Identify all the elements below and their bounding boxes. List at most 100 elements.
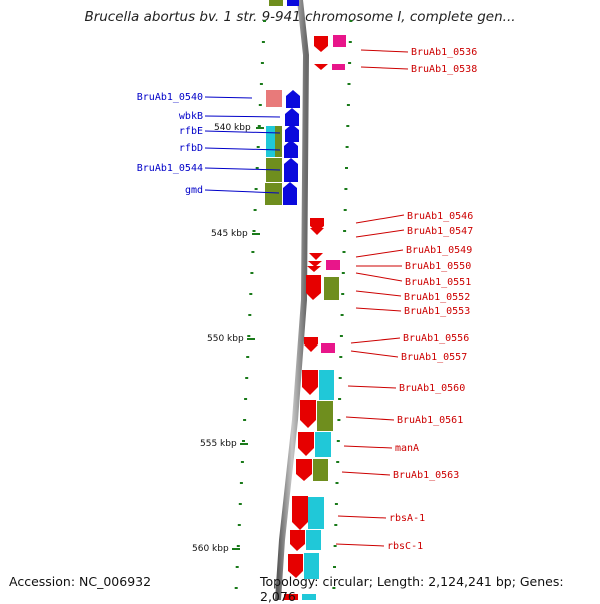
gene-gmd-arrow[interactable] bbox=[283, 182, 297, 205]
gene-BruAb1_0536-arrow[interactable] bbox=[314, 36, 328, 52]
left-track-dot bbox=[258, 104, 262, 106]
left-track-dot bbox=[250, 272, 254, 274]
left-track-dot bbox=[247, 335, 251, 337]
gene-rbsC-1-arrow[interactable] bbox=[290, 530, 305, 551]
left-track-dot bbox=[244, 398, 248, 400]
scale-label-560: 560 kbp bbox=[192, 544, 229, 554]
olive-feature-gmd[interactable] bbox=[265, 183, 282, 205]
right-track-dot bbox=[348, 62, 352, 64]
accession-text: Accession: NC_006932 bbox=[9, 574, 152, 589]
gene-BruAb1_0560-arrow[interactable] bbox=[302, 370, 318, 395]
gene-BruAb1_0547-arrow[interactable] bbox=[310, 228, 324, 235]
label-gmd[interactable]: gmd bbox=[185, 185, 203, 196]
left-track-dot bbox=[261, 41, 265, 43]
scale-tick-550: 550 kbp bbox=[207, 334, 255, 344]
right-track-dot bbox=[335, 482, 339, 484]
label-BruAb1_0557[interactable]: BruAb1_0557 bbox=[401, 352, 467, 363]
right-track-dot bbox=[348, 41, 352, 43]
gene-rbsA-1-arrow[interactable] bbox=[292, 496, 308, 530]
left-track-dot bbox=[242, 440, 245, 442]
label-rfbE[interactable]: rfbE bbox=[179, 126, 203, 137]
pink-feature-0538[interactable] bbox=[332, 64, 345, 70]
cyan-feature-rbsA-1[interactable] bbox=[308, 497, 324, 529]
olive-feature-0563[interactable] bbox=[313, 459, 328, 481]
left-track-dot bbox=[237, 524, 241, 526]
gene-BruAb1_0538-arrow[interactable] bbox=[314, 64, 328, 70]
left-track-dot bbox=[249, 293, 253, 295]
right-track-dot bbox=[345, 146, 349, 148]
left-track-dot bbox=[260, 62, 264, 64]
gene-BruAb1_0550-arrow[interactable] bbox=[308, 261, 322, 267]
label-BruAb1_0544[interactable]: BruAb1_0544 bbox=[137, 163, 203, 174]
right-track-dot bbox=[343, 230, 347, 232]
gene-BruAb1_0563-arrow[interactable] bbox=[296, 459, 312, 481]
olive-feature-0561[interactable] bbox=[317, 401, 333, 431]
right-track-dot bbox=[347, 83, 351, 85]
label-rbsA-1[interactable]: rbsA-1 bbox=[389, 513, 425, 524]
pink-feature-0550[interactable] bbox=[326, 260, 340, 270]
right-track-dot bbox=[349, 20, 353, 22]
right-track-dot bbox=[342, 251, 346, 253]
gene-BruAb1_0561-arrow[interactable] bbox=[300, 400, 316, 428]
gene-manA-arrow[interactable] bbox=[298, 432, 314, 456]
label-manA[interactable]: manA bbox=[395, 443, 419, 454]
label-BruAb1_0551[interactable]: BruAb1_0551 bbox=[405, 277, 471, 288]
label-rbsC-1[interactable]: rbsC-1 bbox=[387, 541, 423, 552]
blue-feature-top[interactable] bbox=[287, 0, 299, 6]
left-track-dot bbox=[257, 125, 261, 127]
label-BruAb1_0563[interactable]: BruAb1_0563 bbox=[393, 470, 459, 481]
gene-BruAb1_0551-arrow[interactable] bbox=[307, 266, 321, 272]
pink-feature-0536[interactable] bbox=[333, 35, 346, 47]
reverse-gene-cluster bbox=[284, 36, 328, 600]
gene-BruAb1_0557-arrow[interactable] bbox=[304, 345, 318, 352]
cyan-feature-bottom[interactable] bbox=[304, 553, 319, 579]
right-track-dot bbox=[344, 188, 348, 190]
label-BruAb1_0538[interactable]: BruAb1_0538 bbox=[411, 64, 477, 75]
gene-BruAb1_0549-arrow[interactable] bbox=[309, 253, 323, 260]
gene-rfbE-arrow[interactable] bbox=[285, 124, 299, 142]
label-BruAb1_0556[interactable]: BruAb1_0556 bbox=[403, 333, 469, 344]
pink-feature-0557[interactable] bbox=[321, 343, 335, 353]
scale-tick-540: 540 kbp bbox=[214, 123, 264, 133]
olive-feature-0552[interactable] bbox=[324, 277, 339, 300]
label-BruAb1_0549[interactable]: BruAb1_0549 bbox=[406, 245, 472, 256]
gene-bottom-arrow-1[interactable] bbox=[288, 554, 303, 578]
olive-feature-rfbE[interactable] bbox=[275, 126, 282, 157]
label-BruAb1_0561[interactable]: BruAb1_0561 bbox=[397, 415, 463, 426]
chromosome-backbone bbox=[275, 0, 310, 600]
label-rfbD[interactable]: rfbD bbox=[179, 143, 203, 154]
olive-feature-top[interactable] bbox=[269, 0, 283, 6]
gene-BruAb1_0544-arrow[interactable] bbox=[284, 158, 298, 182]
label-wbkB[interactable]: wbkB bbox=[179, 111, 203, 122]
scale-tick-560: 560 kbp bbox=[192, 544, 240, 554]
label-BruAb1_0546[interactable]: BruAb1_0546 bbox=[407, 211, 473, 222]
cyan-feature-0560[interactable] bbox=[319, 370, 334, 400]
right-track-dot bbox=[343, 209, 347, 211]
scale-tick-545: 545 kbp bbox=[211, 229, 260, 239]
cyan-feature-manA[interactable] bbox=[315, 432, 331, 457]
label-BruAb1_0536[interactable]: BruAb1_0536 bbox=[411, 47, 477, 58]
right-track-dot bbox=[336, 461, 340, 463]
forward-gene-cluster bbox=[283, 90, 300, 205]
gene-wbkB-arrow[interactable] bbox=[285, 108, 299, 126]
cyan-feature-rbsC-1[interactable] bbox=[306, 530, 321, 550]
cyan-feature-bottom-stub[interactable] bbox=[302, 594, 316, 600]
label-BruAb1_0547[interactable]: BruAb1_0547 bbox=[407, 226, 473, 237]
label-BruAb1_0560[interactable]: BruAb1_0560 bbox=[399, 383, 465, 394]
gene-BruAb1_0552-arrow[interactable] bbox=[306, 275, 321, 300]
label-BruAb1_0553[interactable]: BruAb1_0553 bbox=[404, 306, 470, 317]
label-BruAb1_0540[interactable]: BruAb1_0540 bbox=[137, 92, 203, 103]
right-track-dot bbox=[345, 167, 348, 169]
left-track-dot bbox=[239, 482, 243, 484]
label-BruAb1_0550[interactable]: BruAb1_0550 bbox=[405, 261, 471, 272]
label-BruAb1_0552[interactable]: BruAb1_0552 bbox=[404, 292, 470, 303]
gene-rfbD-arrow[interactable] bbox=[284, 140, 298, 158]
gene-bottom-stub[interactable] bbox=[284, 594, 298, 600]
left-track-dot bbox=[246, 356, 250, 358]
right-track-dot bbox=[338, 398, 342, 400]
left-track-dot bbox=[256, 146, 260, 148]
light-red-feature[interactable] bbox=[266, 90, 282, 107]
gene-BruAb1_0540-arrow[interactable] bbox=[286, 90, 300, 108]
cyan-feature-rfbE[interactable] bbox=[266, 126, 275, 157]
